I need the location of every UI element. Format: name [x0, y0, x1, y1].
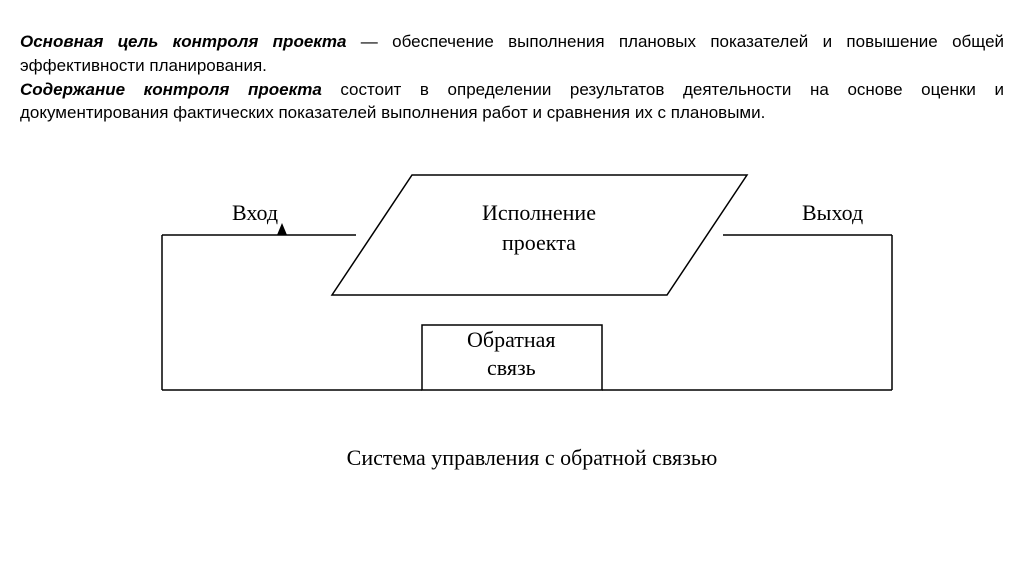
feedback-label-1: Обратная	[467, 327, 556, 353]
dash: —	[346, 32, 392, 51]
execution-label-2: проекта	[502, 230, 576, 256]
intro-text: Основная цель контроля проекта — обеспеч…	[20, 30, 1004, 125]
feedback-label-2: связь	[487, 355, 536, 381]
output-label: Выход	[802, 200, 863, 226]
heading-2: Содержание контроля проекта	[20, 80, 322, 99]
heading-1: Основная цель контроля проекта	[20, 32, 346, 51]
diagram-caption: Система управления с обратной связью	[322, 445, 742, 471]
input-label: Вход	[232, 200, 278, 226]
arrow-up-icon	[277, 223, 287, 235]
feedback-diagram: Вход Выход Исполнение проекта Обратная с…	[112, 165, 912, 485]
execution-label-1: Исполнение	[482, 200, 596, 226]
